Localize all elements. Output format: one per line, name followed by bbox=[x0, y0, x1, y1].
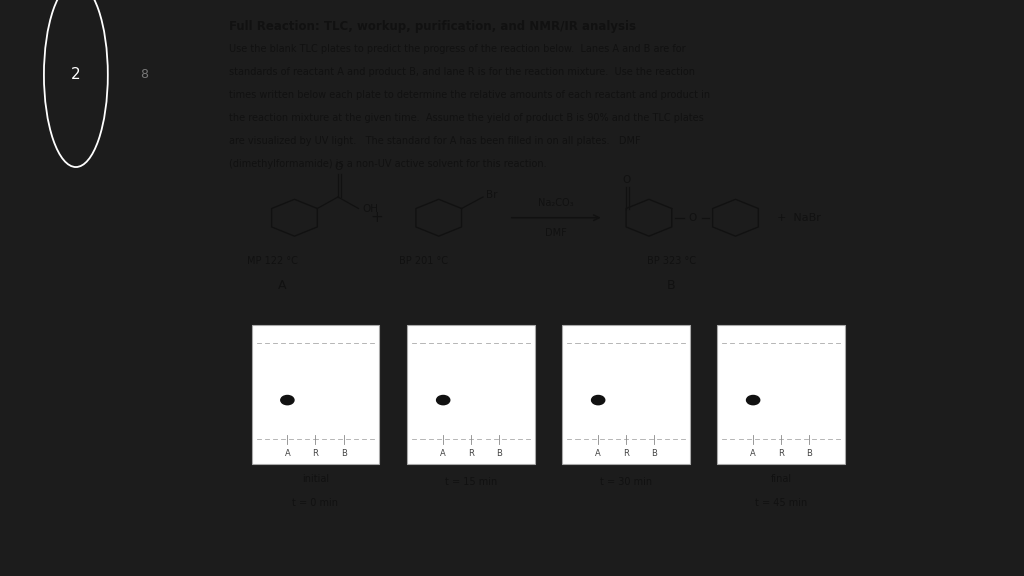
Text: t = 45 min: t = 45 min bbox=[755, 498, 807, 508]
Text: O: O bbox=[335, 162, 343, 172]
Text: are visualized by UV light.   The standard for A has been filled in on all plate: are visualized by UV light. The standard… bbox=[228, 136, 640, 146]
Text: t = 15 min: t = 15 min bbox=[445, 477, 498, 487]
Text: t = 30 min: t = 30 min bbox=[600, 477, 652, 487]
Text: B: B bbox=[807, 449, 812, 458]
Text: A: A bbox=[595, 449, 601, 458]
Text: A: A bbox=[440, 449, 446, 458]
Text: DMF: DMF bbox=[546, 228, 567, 238]
Text: initial: initial bbox=[302, 474, 329, 484]
Text: R: R bbox=[468, 449, 474, 458]
Text: times written below each plate to determine the relative amounts of each reactan: times written below each plate to determ… bbox=[228, 90, 710, 100]
Text: BP 201 °C: BP 201 °C bbox=[399, 256, 449, 266]
Text: BP 323 °C: BP 323 °C bbox=[647, 256, 695, 266]
Text: OH: OH bbox=[362, 203, 379, 214]
Text: Na₂CO₃: Na₂CO₃ bbox=[539, 198, 574, 208]
Text: Use the blank TLC plates to predict the progress of the reaction below.  Lanes A: Use the blank TLC plates to predict the … bbox=[228, 44, 685, 54]
Text: B: B bbox=[667, 279, 676, 293]
Text: Full Reaction: TLC, workup, purification, and NMR/IR analysis: Full Reaction: TLC, workup, purification… bbox=[228, 20, 636, 33]
Bar bbox=[408, 325, 536, 464]
Text: 8: 8 bbox=[139, 69, 147, 81]
Text: R: R bbox=[312, 449, 318, 458]
Bar bbox=[562, 325, 690, 464]
Text: A: A bbox=[751, 449, 756, 458]
Text: A: A bbox=[285, 449, 290, 458]
Text: B: B bbox=[497, 449, 503, 458]
Text: A: A bbox=[278, 279, 287, 293]
Text: 2: 2 bbox=[71, 67, 81, 82]
Text: +  NaBr: + NaBr bbox=[776, 213, 820, 223]
Circle shape bbox=[592, 396, 605, 405]
Circle shape bbox=[281, 396, 294, 405]
Circle shape bbox=[746, 396, 760, 405]
Text: (dimethylformamide) is a non-UV active solvent for this reaction.: (dimethylformamide) is a non-UV active s… bbox=[228, 159, 546, 169]
Text: B: B bbox=[341, 449, 346, 458]
Text: t = 0 min: t = 0 min bbox=[293, 498, 339, 508]
Text: O: O bbox=[688, 213, 696, 223]
Text: R: R bbox=[624, 449, 629, 458]
Text: standards of reactant A and product B, and lane R is for the reaction mixture.  : standards of reactant A and product B, a… bbox=[228, 67, 694, 77]
Text: the reaction mixture at the given time.  Assume the yield of product B is 90% an: the reaction mixture at the given time. … bbox=[228, 113, 703, 123]
Text: MP 122 °C: MP 122 °C bbox=[247, 256, 298, 266]
Text: R: R bbox=[778, 449, 784, 458]
Text: +: + bbox=[371, 210, 383, 225]
Circle shape bbox=[436, 396, 450, 405]
Text: Br: Br bbox=[486, 190, 498, 200]
Text: final: final bbox=[771, 474, 792, 484]
Text: B: B bbox=[651, 449, 657, 458]
Bar bbox=[252, 325, 379, 464]
Bar bbox=[718, 325, 845, 464]
Text: O: O bbox=[623, 175, 631, 185]
